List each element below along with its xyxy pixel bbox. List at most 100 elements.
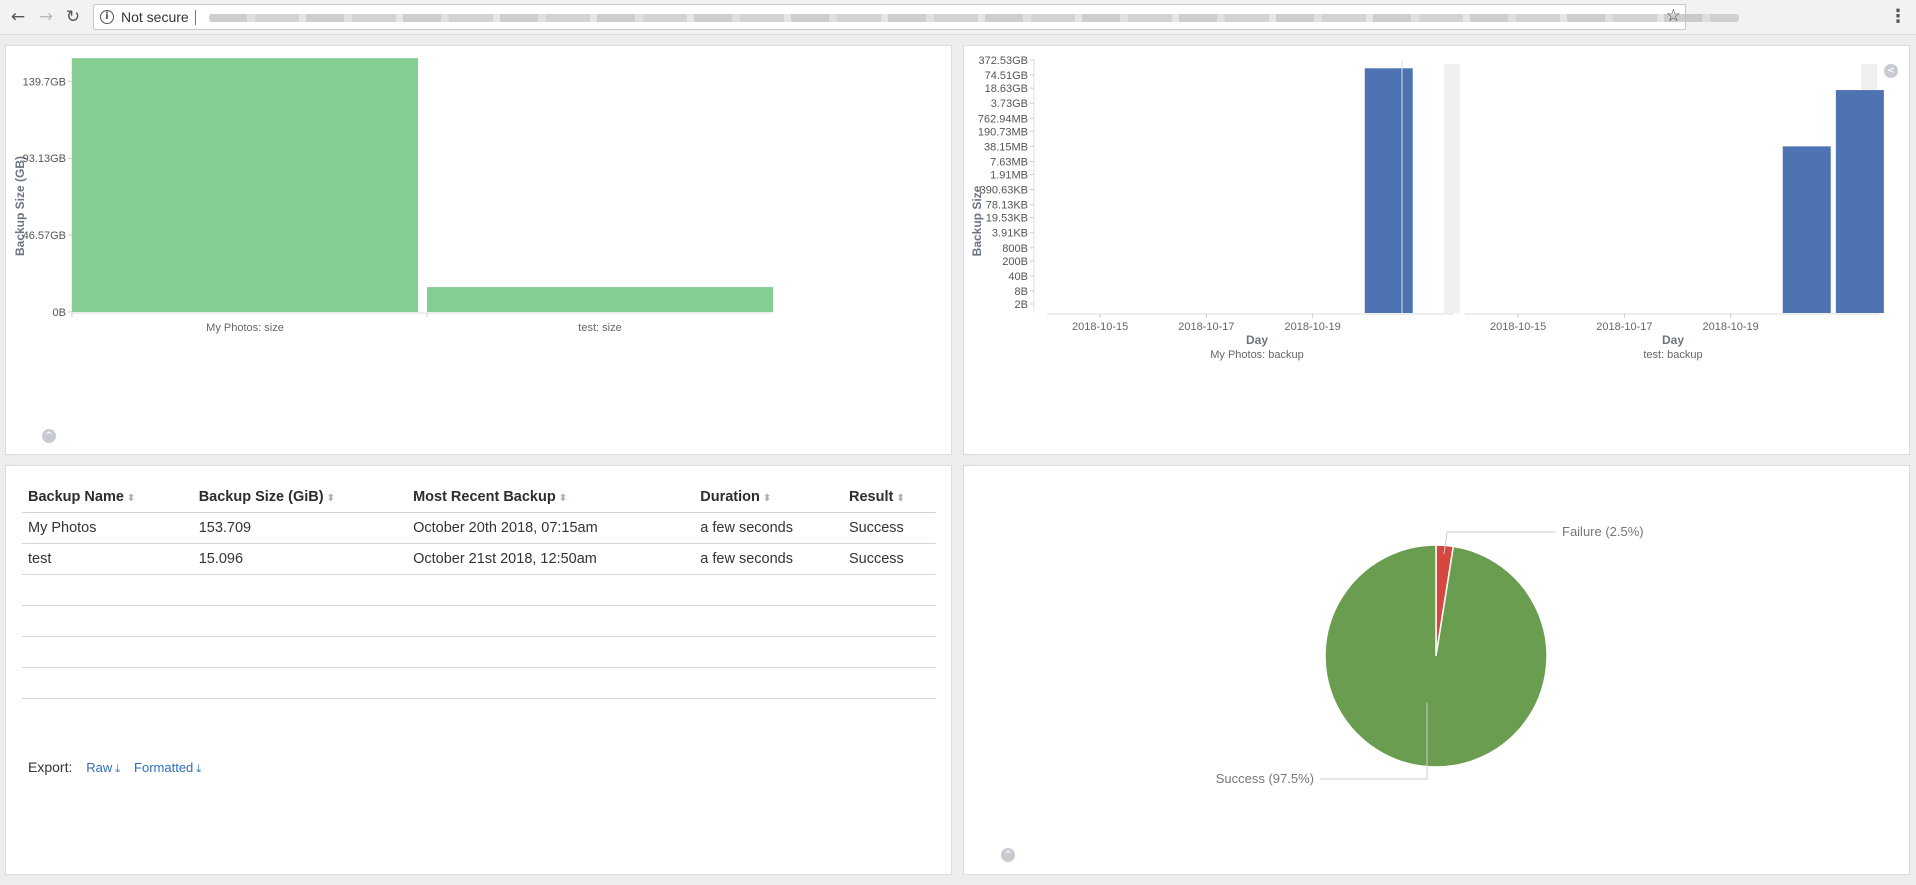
info-icon[interactable]: i <box>100 10 114 24</box>
column-header-result[interactable]: Result ⬍ <box>842 481 936 513</box>
bar <box>1364 68 1413 313</box>
bookmark-star-icon[interactable]: ☆ <box>1665 6 1681 26</box>
pie-slice <box>1324 544 1548 768</box>
cell-backup-size: 15.096 <box>192 543 408 575</box>
cell-result: Success <box>842 543 936 575</box>
cell-result: Success <box>842 512 936 544</box>
cell-backup-name: test <box>22 543 193 575</box>
legend-collapse-icon[interactable]: < <box>1884 64 1898 78</box>
table-header-row: Backup Name ⬍ Backup Size (GiB) ⬍ Most Rec… <box>22 481 936 513</box>
browser-menu-icon[interactable]: ⋮ <box>1889 6 1907 27</box>
backup-size-panel: Backup Size (GB) 0B 46.57GB 93.13GB 139.7GB… <box>5 45 952 455</box>
cell-backup-name: My Photos <box>22 512 193 544</box>
y-tick-label: 200B <box>1002 256 1028 268</box>
cell-most-recent: October 21st 2018, 12:50am <box>407 543 695 575</box>
sort-icon[interactable]: ⬍ <box>558 493 568 505</box>
y-tick-label: 19.53KB <box>986 213 1028 225</box>
browser-toolbar: ← → ↻ i Not secure ☆ ⋮ <box>0 0 1916 35</box>
column-header-backup-name[interactable]: Backup Name ⬍ <box>22 481 193 513</box>
y-tick-label: 93.13GB <box>23 153 66 165</box>
column-label: Backup Size (GiB) <box>198 489 324 506</box>
y-axis-title: Backup Size <box>970 185 984 256</box>
y-tick-label: 390.63KB <box>980 185 1028 197</box>
y-tick-label: 8B <box>1015 286 1028 298</box>
backup-size-chart: Backup Size (GB) 0B 46.57GB 93.13GB 139.7GB… <box>13 58 773 334</box>
x-tick-label: 2018-10-19 <box>1702 321 1758 333</box>
y-tick-label: 139.7GB <box>23 76 66 88</box>
facet-label: My Photos: backup <box>1210 349 1304 361</box>
y-tick-label: 1.91MB <box>990 169 1028 181</box>
y-tick-label: 74.51GB <box>985 70 1028 82</box>
backup-by-day-panel: Backup Size 2B 8B 40B 200B 800B 3.91KB 19.53KB… <box>963 45 1910 455</box>
cell-most-recent: October 20th 2018, 07:15am <box>407 512 695 544</box>
bar <box>1835 90 1884 313</box>
backup-table: Backup Name ⬍ Backup Size (GiB) ⬍ Most Rec… <box>22 481 936 699</box>
sort-icon[interactable]: ⬍ <box>896 493 905 505</box>
column-label: Duration <box>700 489 760 506</box>
forward-arrow-icon[interactable]: → <box>38 7 54 27</box>
column-header-duration[interactable]: Duration ⬍ <box>694 481 843 513</box>
empty-table-row <box>22 667 936 699</box>
x-axis-title: Day <box>1246 333 1268 347</box>
pie-label: Failure (2.5%) <box>1562 524 1644 539</box>
column-label: Most Recent Backup <box>413 489 556 506</box>
export-formatted-link[interactable]: Formatted ⤓ <box>134 760 201 775</box>
column-header-backup-size[interactable]: Backup Size (GiB) ⬍ <box>192 481 408 513</box>
security-label: Not secure <box>121 9 189 25</box>
x-tick-label: 2018-10-15 <box>1072 321 1128 333</box>
cell-backup-size: 153.709 <box>192 512 408 544</box>
table-row: My Photos 153.709 October 20th 2018, 07:… <box>22 512 936 544</box>
export-raw-link[interactable]: Raw ⤓ <box>86 760 120 775</box>
highlight-column <box>1444 64 1460 313</box>
y-tick-label: 372.53GB <box>978 55 1028 67</box>
y-axis-title: Backup Size (GB) <box>13 156 27 256</box>
download-icon: ⤓ <box>196 762 202 775</box>
y-tick-label: 40B <box>1008 271 1028 283</box>
x-category-label: test: size <box>578 322 621 334</box>
pie-label-line <box>1320 702 1428 780</box>
result-pie-chart: Failure (2.5%) Success (97.5%) <box>1216 524 1644 786</box>
sort-icon[interactable]: ⬍ <box>762 493 772 505</box>
y-tick-label: 0B <box>53 307 66 319</box>
blurred-url <box>209 14 1739 22</box>
y-tick-label: 78.13KB <box>986 200 1028 212</box>
empty-table-row <box>22 636 936 668</box>
empty-table-row <box>22 605 936 637</box>
table-row: test 15.096 October 21st 2018, 12:50am a… <box>22 543 936 575</box>
address-bar[interactable]: i Not secure ☆ <box>93 4 1739 30</box>
pie-label-line <box>1443 531 1556 555</box>
cell-duration: a few seconds <box>694 543 843 575</box>
back-arrow-icon[interactable]: ← <box>10 7 26 27</box>
y-tick-label: 46.57GB <box>23 230 66 242</box>
legend-toggle-icon[interactable]: ^ <box>1001 848 1015 862</box>
export-bar: Export: Raw ⤓ Formatted ⤓ <box>28 759 201 776</box>
x-tick-label: 2018-10-17 <box>1596 321 1652 333</box>
export-formatted-label: Formatted <box>134 760 194 775</box>
backup-table-panel: Backup Name ⬍ Backup Size (GiB) ⬍ Most Rec… <box>5 465 952 875</box>
column-header-most-recent[interactable]: Most Recent Backup ⬍ <box>407 481 695 513</box>
y-tick-label: 800B <box>1002 243 1028 255</box>
y-tick-label: 38.15MB <box>984 141 1028 153</box>
pie-label: Success (97.5%) <box>1216 771 1314 786</box>
export-raw-label: Raw <box>86 760 113 775</box>
reload-icon[interactable]: ↻ <box>65 7 81 27</box>
y-tick-label: 7.63MB <box>990 156 1028 168</box>
y-tick-label: 190.73MB <box>978 126 1028 138</box>
y-tick-label: 762.94MB <box>978 113 1028 125</box>
facet-label: test: backup <box>1643 349 1702 361</box>
x-tick-label: 2018-10-15 <box>1490 321 1546 333</box>
sort-icon[interactable]: ⬍ <box>326 493 335 505</box>
column-label: Result <box>848 489 894 506</box>
bar <box>1782 146 1831 313</box>
url-separator <box>195 10 196 25</box>
bar <box>72 58 418 312</box>
x-category-label: My Photos: size <box>206 322 284 334</box>
sort-icon[interactable]: ⬍ <box>126 493 136 505</box>
legend-toggle-icon[interactable]: ^ <box>42 429 56 443</box>
y-tick-label: 3.91KB <box>992 228 1028 240</box>
empty-table-row <box>22 574 936 606</box>
export-label: Export: <box>28 759 73 775</box>
y-tick-label: 18.63GB <box>985 83 1028 95</box>
x-tick-label: 2018-10-19 <box>1284 321 1340 333</box>
